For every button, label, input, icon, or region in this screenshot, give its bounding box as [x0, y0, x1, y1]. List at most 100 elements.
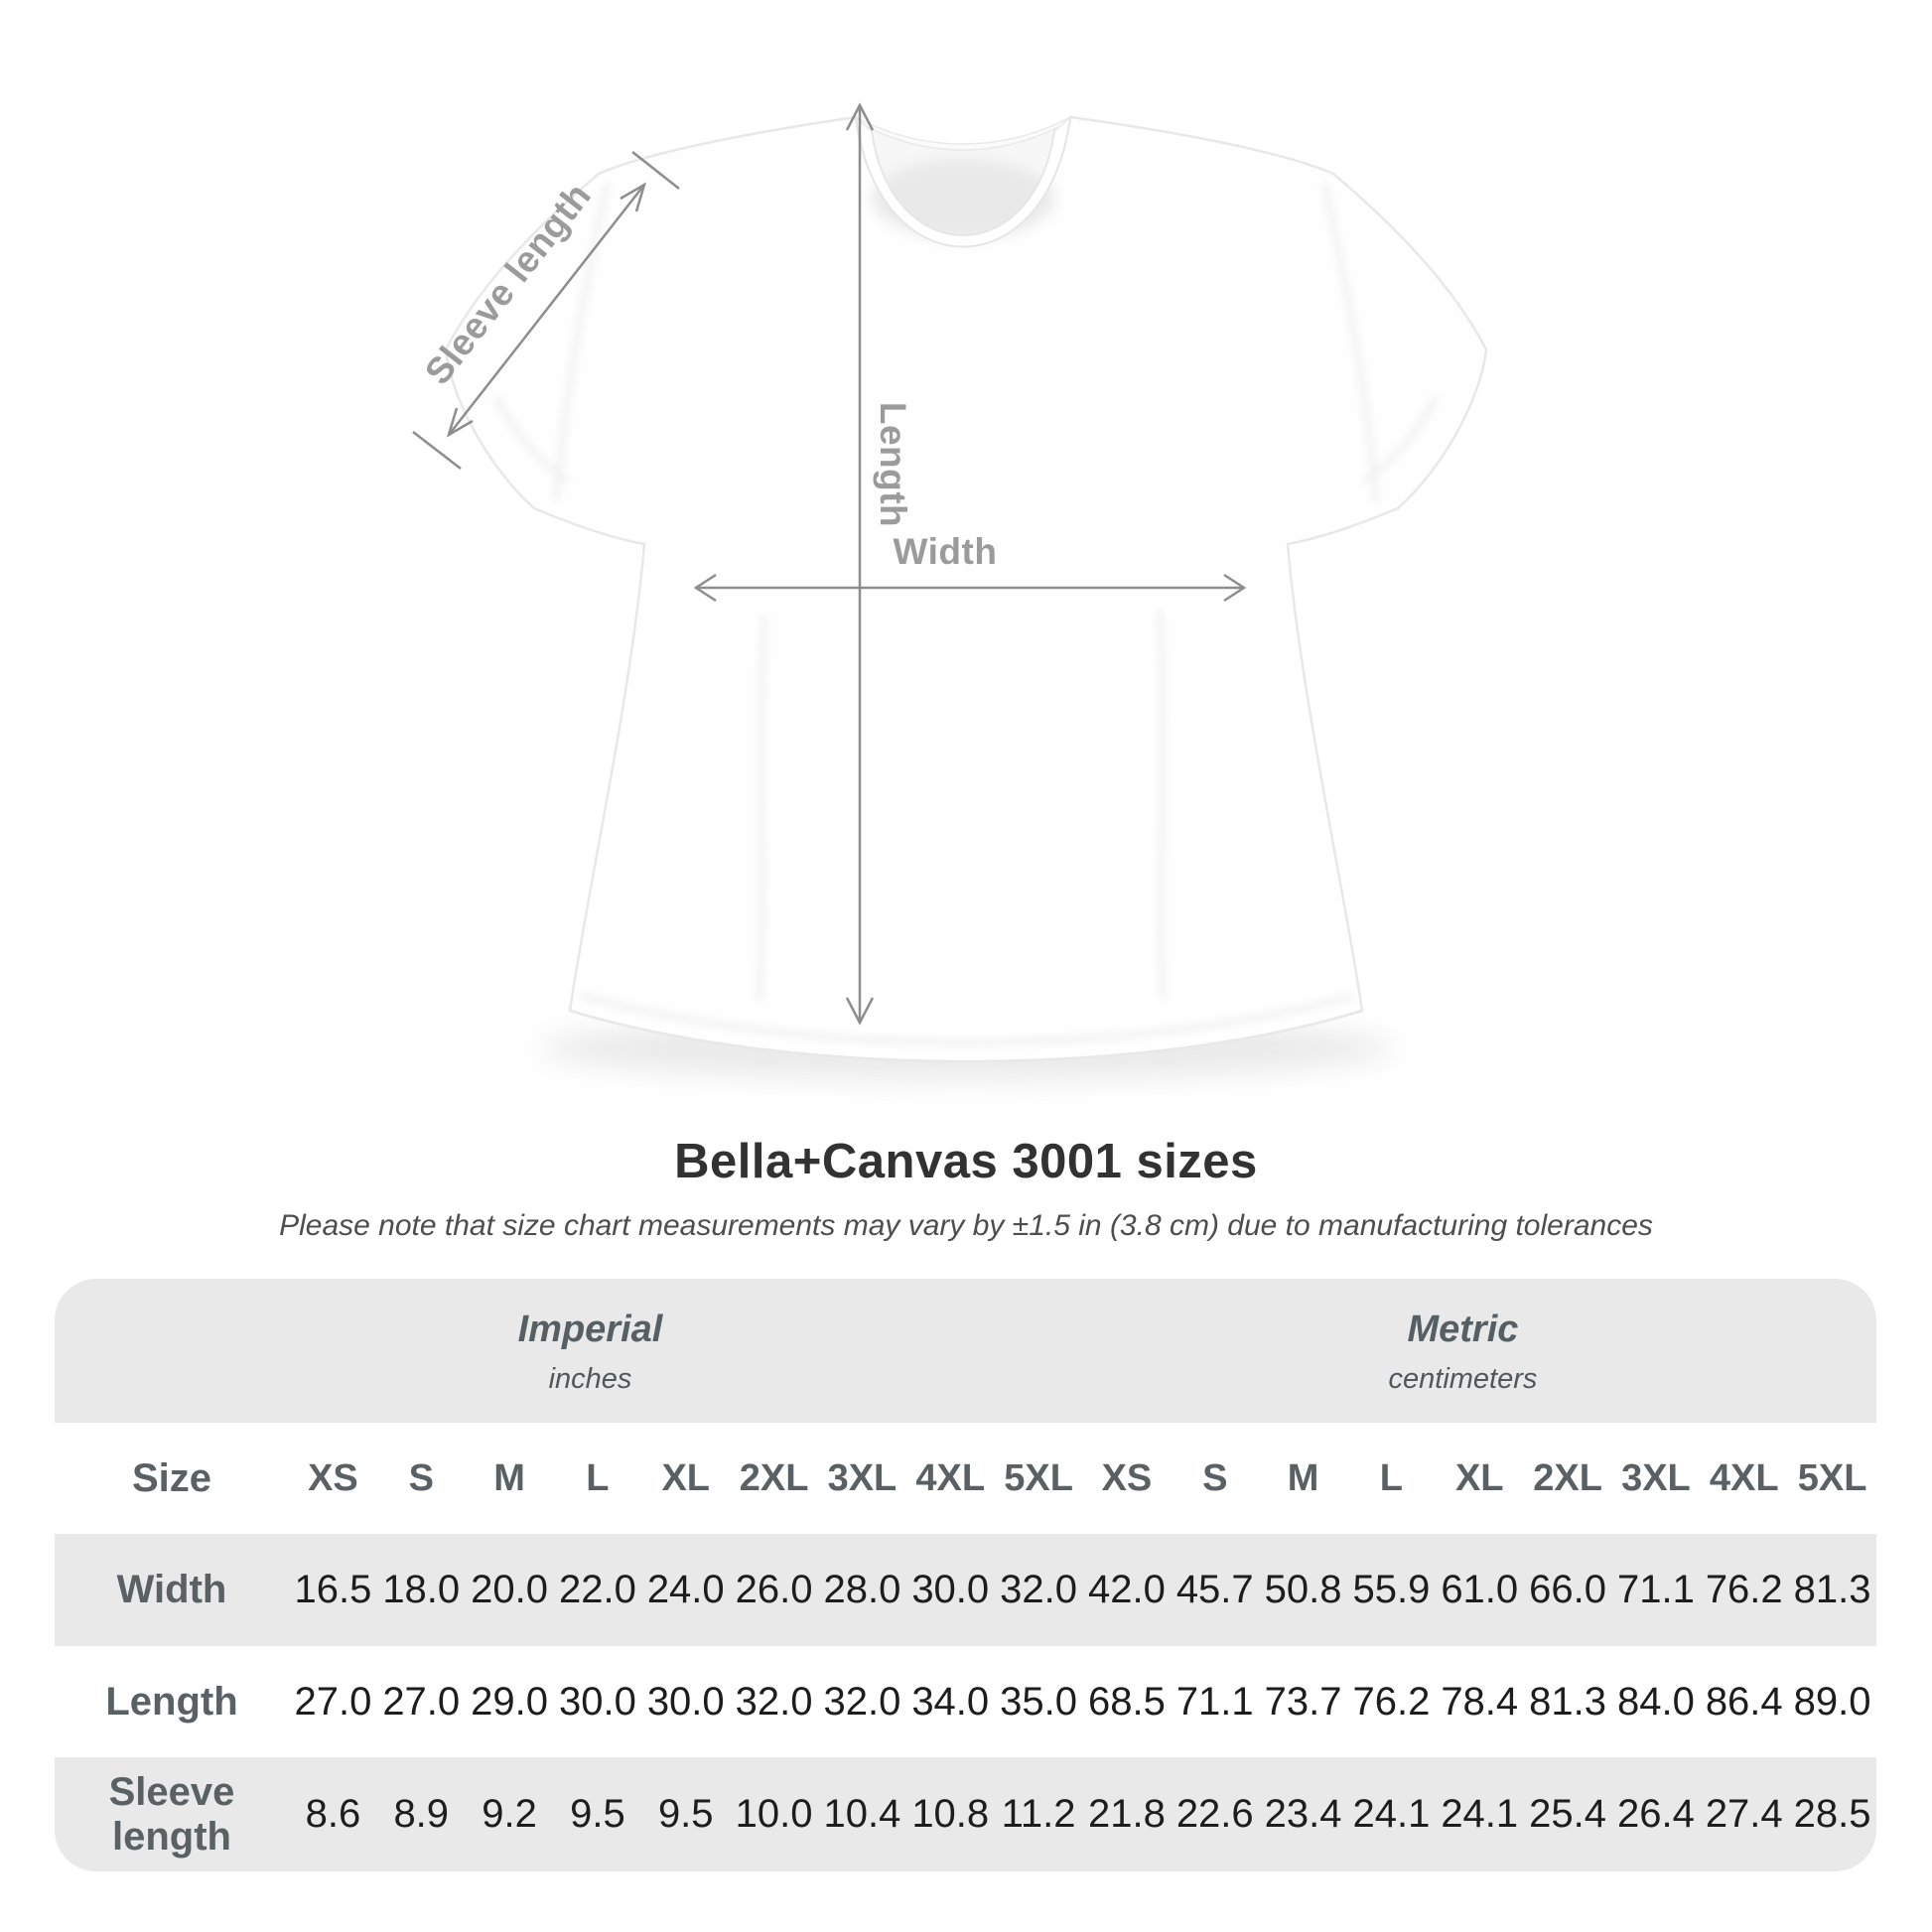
row-label: Length — [105, 1679, 238, 1724]
value-cell: 24.1 — [1441, 1792, 1519, 1836]
value-cell: 10.0 — [735, 1792, 813, 1836]
value-cell: 78.4 — [1441, 1679, 1519, 1724]
width-label: Width — [893, 531, 998, 572]
value-cell: 32.0 — [1000, 1568, 1077, 1611]
value-cell: 23.4 — [1264, 1792, 1342, 1836]
measurement-arrows — [412, 102, 1247, 1026]
metric-header-group: Metric centimeters — [1389, 1309, 1538, 1396]
value-cell: 22.6 — [1175, 1792, 1254, 1836]
value-cell: 89.0 — [1793, 1679, 1871, 1724]
size-header-cell: XL — [661, 1456, 711, 1499]
value-cell: 10.8 — [911, 1792, 990, 1836]
size-header-cell: L — [586, 1456, 610, 1499]
size-header-cell: XL — [1454, 1456, 1504, 1499]
value-cell: 30.0 — [646, 1679, 725, 1724]
unit-header-band: Imperial inches Metric centimeters — [55, 1279, 1876, 1423]
value-cell: 30.0 — [558, 1679, 636, 1724]
width-row: Width 16.5 18.0 20.0 22.0 24.0 26.0 28.0 30.0 32.… — [55, 1534, 1876, 1646]
value-cell: 84.0 — [1616, 1679, 1695, 1724]
metric-label: Metric — [1407, 1309, 1519, 1350]
size-header-cell: 3XL — [1621, 1456, 1691, 1499]
value-cell: 27.0 — [382, 1679, 461, 1724]
value-cell: 22.0 — [558, 1568, 636, 1611]
length-row: Length 27.0 27.0 29.0 30.0 30.0 32.0 32.0 34.0 35… — [55, 1646, 1876, 1757]
value-cell: 81.3 — [1793, 1568, 1871, 1611]
size-header-cell: 5XL — [1797, 1456, 1867, 1499]
imperial-label: Imperial — [517, 1309, 663, 1350]
value-cell: 71.1 — [1616, 1568, 1695, 1611]
row-label: Size — [131, 1455, 212, 1500]
value-cell: 9.5 — [657, 1792, 714, 1836]
value-cell: 73.7 — [1264, 1679, 1342, 1724]
value-cell: 66.0 — [1529, 1568, 1606, 1611]
value-cell: 26.0 — [735, 1568, 813, 1611]
row-label: Width — [116, 1568, 227, 1611]
tshirt-body — [444, 115, 1488, 1063]
value-cell: 34.0 — [911, 1679, 990, 1724]
value-cell: 26.4 — [1616, 1792, 1695, 1836]
row-label: Sleeve length — [108, 1769, 235, 1859]
value-cell: 76.2 — [1705, 1568, 1783, 1611]
fabric-shading — [493, 183, 1439, 1045]
value-cell: 25.4 — [1529, 1792, 1606, 1836]
size-header-cell: M — [1287, 1456, 1319, 1499]
tshirt-illustration — [412, 102, 1488, 1080]
metric-unit-label: centimeters — [1388, 1363, 1538, 1395]
value-cell: 16.5 — [294, 1568, 372, 1611]
value-cell: 28.0 — [823, 1568, 901, 1611]
value-cell: 21.8 — [1087, 1792, 1166, 1836]
value-cell: 71.1 — [1175, 1679, 1254, 1724]
sleeve-length-arrow — [448, 184, 645, 436]
size-header-cell: XS — [308, 1456, 358, 1499]
value-cell: 8.9 — [393, 1792, 450, 1836]
size-header-cell: 2XL — [739, 1456, 809, 1499]
value-cell: 20.0 — [471, 1568, 548, 1611]
value-cell: 11.2 — [1001, 1792, 1076, 1836]
size-header-cell: 4XL — [1709, 1456, 1779, 1499]
value-cell: 50.8 — [1264, 1568, 1342, 1611]
size-header-row: Size XS S M L XL 2XL 3XL 4XL 5XL XS S M L XL 2XL 3XL 4XL 5… — [55, 1423, 1876, 1534]
tolerance-note: Please note that size chart measurements… — [279, 1209, 1653, 1242]
value-cell: 32.0 — [735, 1679, 813, 1724]
size-header-cell: L — [1379, 1456, 1404, 1499]
value-cell: 86.4 — [1705, 1679, 1783, 1724]
value-cell: 24.1 — [1352, 1792, 1431, 1836]
value-cell: 9.5 — [570, 1792, 625, 1836]
size-header-cell: S — [1202, 1456, 1228, 1499]
value-cell: 45.7 — [1175, 1568, 1254, 1611]
value-cell: 32.0 — [823, 1679, 901, 1724]
value-cell: 42.0 — [1087, 1568, 1166, 1611]
value-cell: 18.0 — [382, 1568, 461, 1611]
size-header-cell: M — [493, 1456, 525, 1499]
value-cell: 8.6 — [305, 1792, 361, 1836]
value-cell: 68.5 — [1087, 1679, 1166, 1724]
value-cell: 55.9 — [1352, 1568, 1431, 1611]
value-cell: 35.0 — [1000, 1679, 1077, 1724]
value-cell: 29.0 — [471, 1679, 548, 1724]
size-header-cell: S — [408, 1456, 434, 1499]
size-header-cell: 2XL — [1533, 1456, 1602, 1499]
value-cell: 27.0 — [294, 1679, 372, 1724]
value-cell: 27.4 — [1705, 1792, 1783, 1836]
page-title: Bella+Canvas 3001 sizes — [674, 1135, 1258, 1188]
size-table-body: Size XS S M L XL 2XL 3XL 4XL 5XL XS S M L XL 2XL 3XL 4XL 5… — [55, 1423, 1876, 1871]
size-header-cell: 5XL — [1004, 1456, 1073, 1499]
value-cell: 28.5 — [1793, 1792, 1871, 1836]
size-header-cell: XS — [1101, 1456, 1153, 1499]
value-cell: 61.0 — [1441, 1568, 1519, 1611]
size-table: Imperial inches Metric centimeters Size X… — [55, 1279, 1876, 1871]
value-cell: 24.0 — [646, 1568, 725, 1611]
value-cell: 76.2 — [1352, 1679, 1431, 1724]
tshirt-diagram: Sleeve length Length Width — [412, 102, 1488, 1080]
imperial-header-group: Imperial inches — [518, 1309, 663, 1396]
value-cell: 30.0 — [911, 1568, 990, 1611]
length-label: Length — [873, 401, 913, 528]
value-cell: 81.3 — [1529, 1679, 1606, 1724]
collar — [854, 114, 1072, 248]
value-cell: 9.2 — [482, 1792, 537, 1836]
imperial-unit-label: inches — [548, 1363, 632, 1395]
size-header-cell: 3XL — [827, 1456, 897, 1499]
size-header-cell: 4XL — [915, 1456, 986, 1499]
value-cell: 10.4 — [823, 1792, 901, 1836]
